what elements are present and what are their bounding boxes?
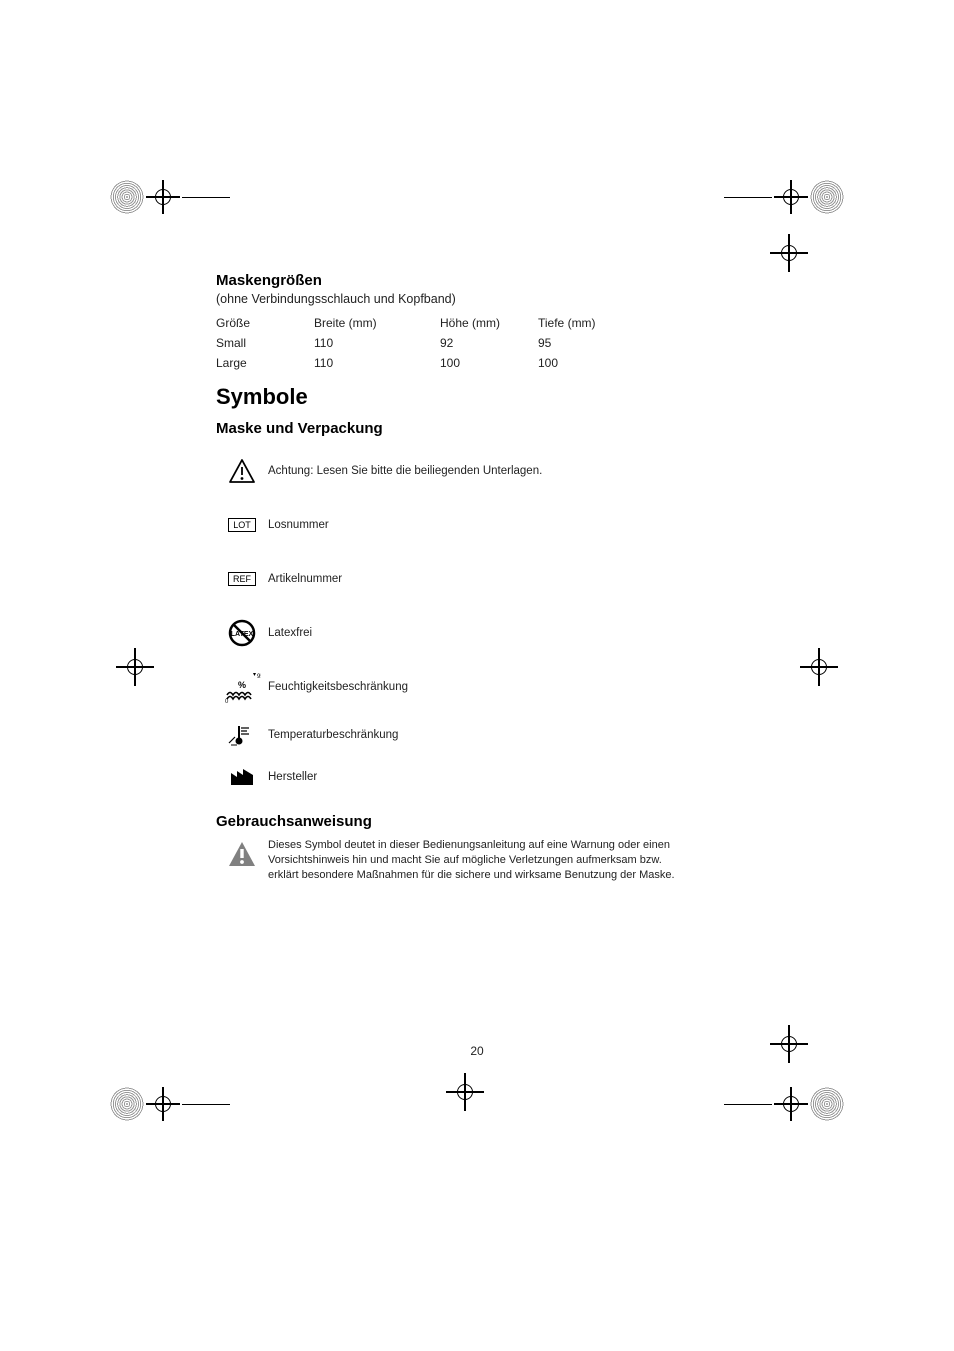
symbol-label: Artikelnummer xyxy=(268,573,716,585)
table-mask-sizes: Größe Breite (mm) Höhe (mm) Tiefe (mm) S… xyxy=(216,316,716,370)
table-row: Small 110 92 95 xyxy=(216,336,716,350)
svg-text:LATEX: LATEX xyxy=(231,631,254,638)
crop-mark-bottom-left xyxy=(110,1087,230,1121)
symbol-label: Temperaturbeschränkung xyxy=(268,729,716,741)
symbol-label: Achtung: Lesen Sie bitte die beiliegende… xyxy=(268,465,716,477)
symbol-label: Hersteller xyxy=(268,771,716,783)
symbol-label: Losnummer xyxy=(268,519,716,531)
svg-text:▾: ▾ xyxy=(253,672,256,678)
temperature-icon xyxy=(216,723,268,747)
symbol-row-manufacturer: Hersteller xyxy=(216,761,716,793)
td: 100 xyxy=(440,356,538,370)
registration-mark-top xyxy=(770,234,808,272)
manufacturer-icon xyxy=(216,767,268,787)
symbol-label: Feuchtigkeitsbeschränkung xyxy=(268,681,716,693)
td: Large xyxy=(216,356,314,370)
registration-mark-left xyxy=(116,648,154,686)
table-row: Large 110 100 100 xyxy=(216,356,716,370)
lot-box: LOT xyxy=(228,518,256,532)
symbol-row-caution: Achtung: Lesen Sie bitte die beiliegende… xyxy=(216,449,716,493)
svg-text:95: 95 xyxy=(257,674,261,680)
crop-mark-top-right xyxy=(724,180,844,214)
crop-mark-bottom-right xyxy=(724,1087,844,1121)
th-height: Höhe (mm) xyxy=(440,316,538,330)
symbol-row-humidity: 95 ▾ % 0 Feuchtigkeitsbeschränkung xyxy=(216,665,716,709)
ref-box: REF xyxy=(228,572,256,586)
latexfree-icon: LATEX xyxy=(216,618,268,648)
symbol-row-latexfree: LATEX Latexfrei xyxy=(216,611,716,655)
warning-icon xyxy=(216,838,268,868)
warning-row: Dieses Symbol deutet in dieser Bedienung… xyxy=(216,838,716,883)
td: 100 xyxy=(538,356,638,370)
document-content: Maskengrößen (ohne Verbindungsschlauch u… xyxy=(216,272,716,883)
symbol-list: Achtung: Lesen Sie bitte die beiliegende… xyxy=(216,449,716,793)
table-header-row: Größe Breite (mm) Höhe (mm) Tiefe (mm) xyxy=(216,316,716,330)
symbol-row-lot: LOT Losnummer xyxy=(216,503,716,547)
th-size: Größe xyxy=(216,316,314,330)
svg-text:%: % xyxy=(238,680,246,690)
td: 95 xyxy=(538,336,638,350)
subtitle-mask-sizes: (ohne Verbindungsschlauch und Kopfband) xyxy=(216,292,716,306)
registration-mark-bottom xyxy=(446,1073,484,1111)
heading-maske-verpackung: Maske und Verpackung xyxy=(216,420,716,437)
td: 110 xyxy=(314,336,440,350)
heading-gebrauchsanweisung: Gebrauchsanweisung xyxy=(216,813,716,830)
td: Small xyxy=(216,336,314,350)
page-number: 20 xyxy=(0,1044,954,1058)
th-width: Breite (mm) xyxy=(314,316,440,330)
heading-symbole: Symbole xyxy=(216,384,716,410)
crop-mark-top-left xyxy=(110,180,230,214)
ref-icon: REF xyxy=(216,572,268,586)
th-depth: Tiefe (mm) xyxy=(538,316,638,330)
registration-mark-right xyxy=(800,648,838,686)
humidity-icon: 95 ▾ % 0 xyxy=(216,671,268,703)
warning-paragraph: Dieses Symbol deutet in dieser Bedienung… xyxy=(268,838,688,883)
symbol-row-ref: REF Artikelnummer xyxy=(216,557,716,601)
caution-icon xyxy=(216,458,268,484)
td: 92 xyxy=(440,336,538,350)
lot-icon: LOT xyxy=(216,518,268,532)
symbol-row-temperature: Temperaturbeschränkung xyxy=(216,719,716,751)
page: Maskengrößen (ohne Verbindungsschlauch u… xyxy=(0,0,954,1351)
td: 110 xyxy=(314,356,440,370)
svg-text:0: 0 xyxy=(225,699,229,703)
heading-mask-sizes: Maskengrößen xyxy=(216,272,716,289)
symbol-label: Latexfrei xyxy=(268,627,716,639)
